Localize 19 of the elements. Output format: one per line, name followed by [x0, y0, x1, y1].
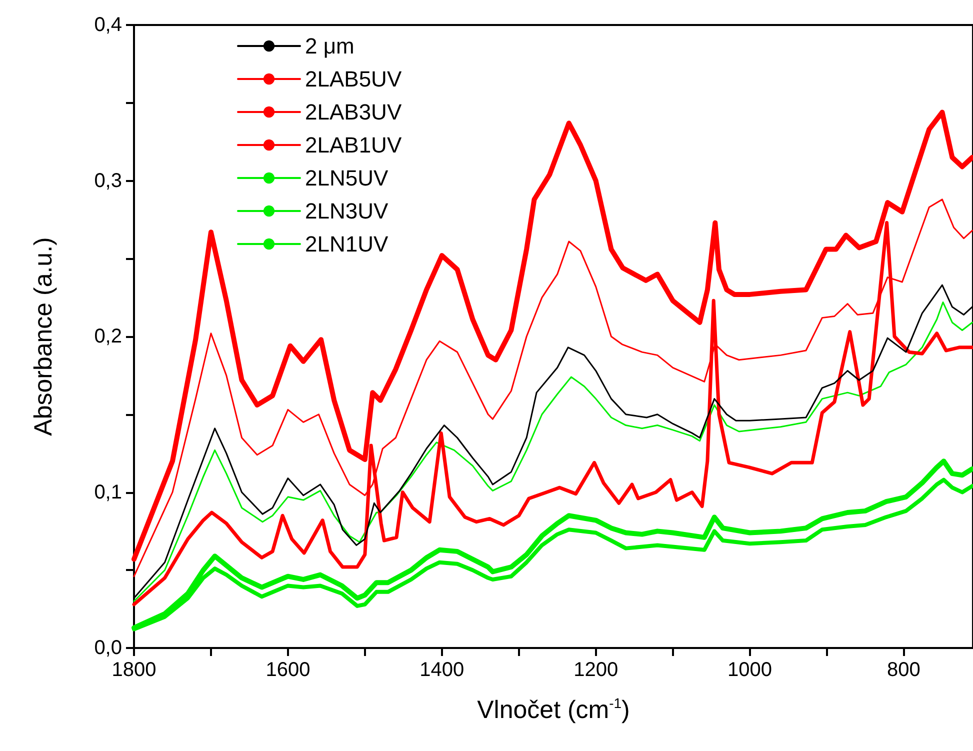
x-tick-label: 1400 — [420, 659, 464, 681]
y-axis-title: Absorbance (a.u.) — [30, 237, 58, 436]
y-tick-label: 0,1 — [94, 481, 122, 504]
y-tick-label: 0,4 — [94, 14, 122, 36]
legend-label: 2LAB1UV — [305, 132, 402, 158]
x-tick-label: 1200 — [574, 659, 618, 681]
y-tick-label: 0,2 — [94, 326, 122, 348]
legend-label: 2LN3UV — [305, 198, 388, 224]
legend-label: 2LN5UV — [305, 166, 388, 190]
legend-label: 2LAB5UV — [305, 66, 402, 92]
x-tick-label: 800 — [887, 659, 920, 681]
legend-label: 2LN1UV — [305, 232, 388, 256]
y-tick-label: 0,0 — [94, 637, 122, 659]
x-tick-label: 1000 — [728, 659, 772, 681]
x-tick-label: 1800 — [112, 659, 156, 681]
x-tick-label: 1600 — [266, 659, 310, 681]
y-tick-label: 0,3 — [94, 170, 122, 192]
legend-label: 2LAB3UV — [305, 100, 402, 124]
legend-label: 2 μm — [305, 34, 354, 58]
